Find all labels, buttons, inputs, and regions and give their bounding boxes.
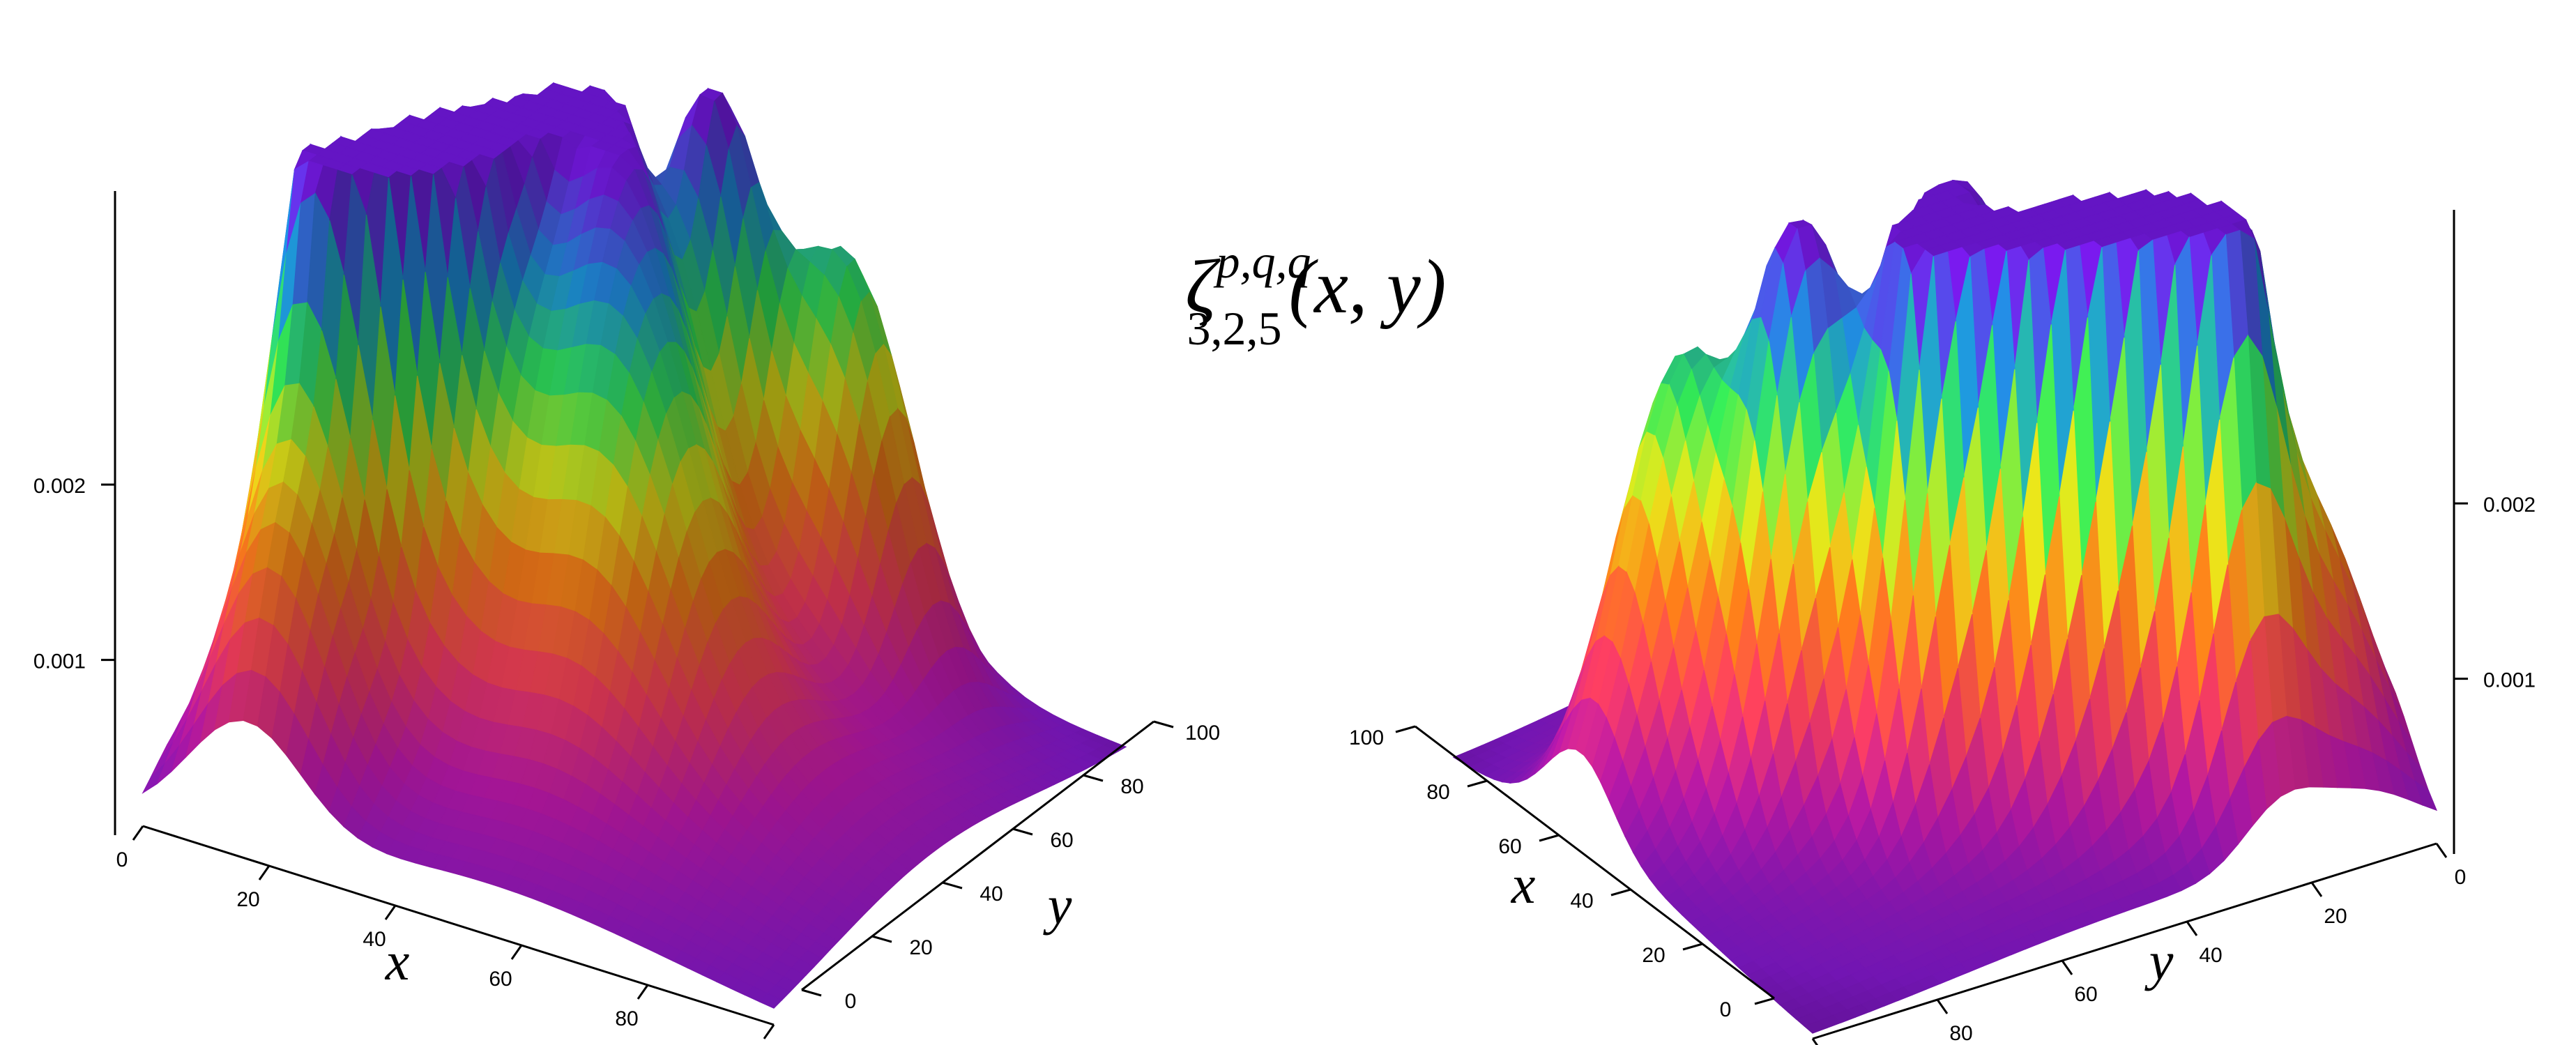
surface-mesh (1452, 179, 2438, 1034)
x-axis-line (142, 825, 775, 1026)
x-tick-label: 20 (236, 888, 259, 911)
x-tick-mark (1936, 999, 1949, 1014)
x-tick-label: 60 (2074, 983, 2097, 1006)
surface-patch (759, 993, 783, 1009)
x-tick-label: 40 (363, 928, 386, 951)
y-tick-label: 20 (1642, 944, 1665, 967)
x-tick-label: 40 (2199, 944, 2222, 967)
x-tick-label: 80 (1949, 1022, 1972, 1045)
y-tick-mark (801, 989, 822, 997)
z-tick-label: 0.001 (2483, 669, 2536, 692)
y-tick-label: 100 (1185, 722, 1220, 745)
y-tick-mark (1610, 888, 1631, 897)
x-tick-mark (132, 825, 144, 841)
x-tick-label: 80 (615, 1007, 638, 1030)
x-tick-label: 20 (2324, 905, 2347, 928)
y-tick-mark (1539, 834, 1560, 842)
y-tick-label: 60 (1050, 829, 1073, 852)
y-tick-mark (1395, 725, 1416, 733)
y-tick-label: 20 (909, 936, 932, 959)
x-tick-mark (2186, 921, 2198, 936)
y-tick-label: 80 (1426, 781, 1449, 804)
surface-mesh (142, 82, 1127, 1009)
x-tick-mark (637, 984, 649, 1000)
formula-args: (x, y) (1289, 244, 1447, 329)
z-tick-label: 0.002 (33, 475, 86, 498)
x-tick-label: 0 (116, 848, 128, 871)
y-tick-mark (1153, 720, 1174, 729)
y-tick-mark (1012, 827, 1033, 836)
x-tick-mark (384, 905, 397, 920)
formula-label: ζp,q,q 3,2,5(x, y) (1185, 235, 1446, 355)
z-tick-label: 0.002 (2483, 494, 2536, 517)
y-tick-label: 0 (1720, 998, 1732, 1021)
x-tick-mark (2310, 882, 2323, 897)
y-axis-title: y (1043, 875, 1072, 936)
x-tick-mark (763, 1024, 775, 1039)
x-tick-mark (2435, 843, 2448, 858)
y-tick-mark (1083, 774, 1104, 782)
y-tick-label: 0 (845, 990, 857, 1013)
y-tick-label: 80 (1120, 775, 1143, 798)
y-axis-line (801, 720, 1154, 991)
y-tick-mark (871, 935, 892, 943)
x-tick-mark (2061, 960, 2073, 975)
x-tick-mark (510, 945, 523, 960)
x-axis-title: x (1511, 854, 1536, 915)
x-tick-mark (1811, 1038, 1819, 1045)
y-tick-label: 40 (980, 883, 1003, 906)
z-tick-label: 0.001 (33, 650, 86, 673)
y-tick-label: 100 (1349, 726, 1384, 749)
y-tick-mark (1682, 943, 1703, 951)
x-axis-title: x (385, 931, 410, 991)
x-tick-label: 0 (2455, 866, 2467, 889)
x-tick-label: 60 (489, 968, 512, 991)
y-tick-mark (1754, 997, 1775, 1005)
formula-subscript: 3,2,5 (1187, 302, 1282, 355)
y-tick-label: 40 (1570, 890, 1593, 913)
x-tick-mark (258, 865, 270, 880)
y-axis-title: y (2144, 931, 2174, 991)
y-tick-mark (1467, 779, 1488, 788)
y-tick-mark (942, 881, 963, 890)
